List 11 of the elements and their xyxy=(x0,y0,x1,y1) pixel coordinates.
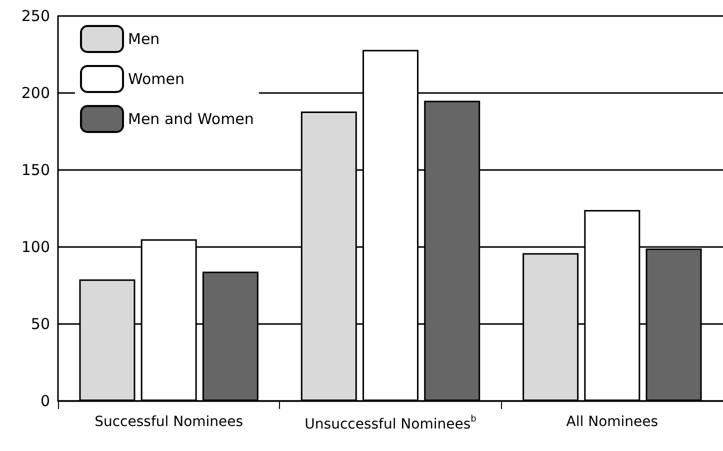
y-tick-label: 250 xyxy=(21,7,50,25)
y-tick-label: 50 xyxy=(30,315,50,333)
y-tick-label: 100 xyxy=(21,238,50,256)
legend-label: Men and Women xyxy=(128,110,254,128)
y-tick-label: 150 xyxy=(21,161,50,179)
legend-label: Women xyxy=(128,70,184,88)
y-tick-label: 0 xyxy=(40,392,50,410)
x-tick-label: All Nominees xyxy=(566,414,658,430)
legend-label: Men xyxy=(128,30,160,48)
y-tick-label: 200 xyxy=(21,84,50,102)
x-tick-label: Successful Nominees xyxy=(94,414,244,430)
